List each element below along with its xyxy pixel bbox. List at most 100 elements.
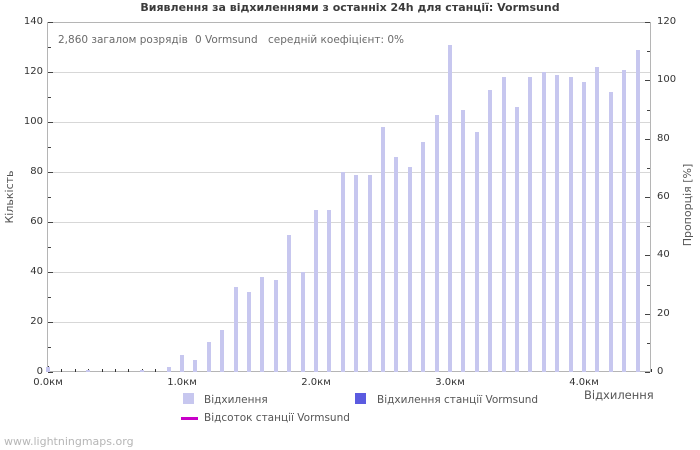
watermark-url: www.lightningmaps.org xyxy=(4,435,134,448)
right-axis-tick xyxy=(645,372,650,373)
x-axis-minor-tick xyxy=(651,369,652,372)
right-axis-tick xyxy=(645,22,650,23)
left-axis-minor-tick xyxy=(48,147,51,148)
legend-label-deviation: Відхилення xyxy=(204,394,268,406)
bar xyxy=(622,69,626,372)
gridline xyxy=(48,272,650,273)
bar xyxy=(314,209,318,372)
bar xyxy=(555,74,559,372)
bar xyxy=(260,277,264,372)
right-axis-tick-label: 20 xyxy=(657,307,670,319)
bar xyxy=(421,142,425,372)
x-axis-minor-tick xyxy=(75,369,76,372)
right-axis-minor-tick xyxy=(647,109,650,111)
gridline xyxy=(48,72,650,73)
left-axis-tick-label: 140 xyxy=(23,16,43,27)
left-axis-minor-tick xyxy=(48,347,51,348)
right-axis-tick-label: 100 xyxy=(657,74,677,86)
left-axis-label: Кількість xyxy=(3,170,16,224)
gridline xyxy=(48,222,650,223)
left-axis-tick xyxy=(48,22,53,23)
bar xyxy=(234,287,238,372)
left-axis-tick xyxy=(48,172,53,173)
legend-swatch-station-deviation xyxy=(355,393,366,404)
bar xyxy=(247,292,251,372)
x-axis-minor-tick xyxy=(155,369,156,372)
bar xyxy=(448,44,452,372)
left-axis-tick xyxy=(48,322,53,323)
chart-title: Виявлення за відхиленнями з останніх 24h… xyxy=(140,1,560,14)
left-axis-tick xyxy=(48,122,53,123)
bar xyxy=(140,369,144,372)
bar xyxy=(394,157,398,372)
bar xyxy=(46,367,50,372)
bar xyxy=(381,127,385,372)
x-axis-tick-label: 1.0км xyxy=(167,377,197,388)
left-axis-tick xyxy=(48,222,53,223)
plot-area xyxy=(47,22,651,372)
right-axis-minor-tick xyxy=(647,284,650,286)
right-axis-minor-tick xyxy=(647,167,650,169)
bar xyxy=(341,172,345,372)
x-axis-tick-label: 3.0км xyxy=(435,377,465,388)
left-axis-tick-label: 80 xyxy=(30,166,43,177)
x-axis-tick-label: 2.0км xyxy=(301,377,331,388)
bar xyxy=(582,82,586,372)
bar xyxy=(569,77,573,372)
right-axis-tick xyxy=(645,197,650,198)
left-axis-tick-label: 20 xyxy=(30,316,43,327)
bar xyxy=(207,342,211,372)
total-strokes-text: 2,860 загалом розрядів xyxy=(58,34,188,46)
x-axis-label: Відхилення xyxy=(584,388,654,402)
avg-coefficient-text: середній коефіцієнт: 0% xyxy=(268,34,405,46)
x-axis-minor-tick xyxy=(61,369,62,372)
bar xyxy=(193,359,197,372)
left-axis-minor-tick xyxy=(48,47,51,48)
right-axis-tick xyxy=(645,255,650,257)
bar xyxy=(220,329,224,372)
bar xyxy=(327,209,331,372)
bar xyxy=(542,72,546,372)
bar xyxy=(287,234,291,372)
bar xyxy=(274,279,278,372)
x-axis-tick-label: 0.0км xyxy=(33,377,63,388)
bar xyxy=(354,174,358,372)
bar xyxy=(502,77,506,372)
left-axis-tick-label: 60 xyxy=(30,216,43,227)
bar xyxy=(609,92,613,372)
left-axis-minor-tick xyxy=(48,97,51,98)
bar xyxy=(595,67,599,372)
right-axis-tick-label: 80 xyxy=(657,132,670,144)
gridline xyxy=(48,122,650,123)
bar xyxy=(435,114,439,372)
left-axis-tick-label: 120 xyxy=(23,66,43,77)
right-axis-tick xyxy=(645,80,650,82)
left-axis-tick-label: 40 xyxy=(30,266,43,277)
right-axis-tick xyxy=(645,138,650,140)
right-axis-minor-tick xyxy=(647,51,650,53)
x-axis-minor-tick xyxy=(115,369,116,372)
bar xyxy=(86,369,90,372)
bar xyxy=(167,367,171,372)
station-strokes-text: 0 Vormsund xyxy=(195,34,258,46)
x-axis-minor-tick xyxy=(102,369,103,372)
right-axis-tick xyxy=(645,313,650,315)
right-axis-minor-tick xyxy=(647,226,650,228)
left-axis-minor-tick xyxy=(48,197,51,198)
bar xyxy=(488,89,492,372)
left-axis-minor-tick xyxy=(48,247,51,248)
legend-swatch-percent-line xyxy=(181,417,198,420)
legend-label-station-deviation: Відхилення станції Vormsund xyxy=(377,394,539,406)
bar xyxy=(368,174,372,372)
left-axis-minor-tick xyxy=(48,297,51,298)
bar xyxy=(515,107,519,372)
left-axis-tick-label: 0 xyxy=(36,366,43,377)
left-axis-tick xyxy=(48,272,53,273)
legend-swatch-deviation xyxy=(183,393,194,404)
bar xyxy=(408,167,412,372)
left-axis-tick xyxy=(48,372,53,373)
bar xyxy=(475,132,479,372)
right-axis-tick-label: 40 xyxy=(657,249,670,261)
right-axis-minor-tick xyxy=(647,342,650,344)
